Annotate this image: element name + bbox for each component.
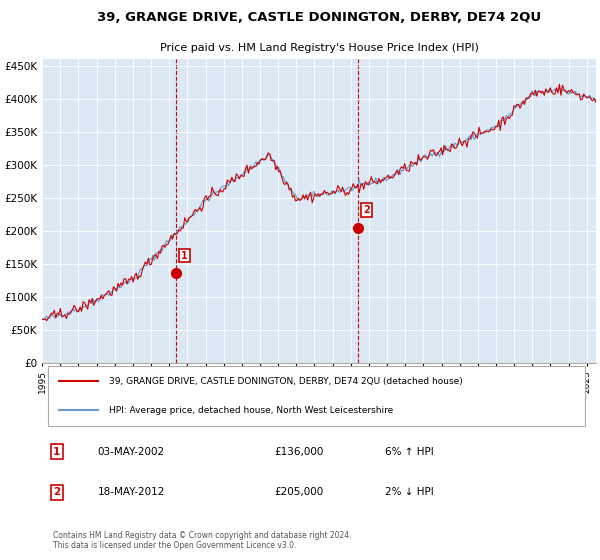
Text: 2: 2 bbox=[363, 205, 370, 215]
Text: 6% ↑ HPI: 6% ↑ HPI bbox=[385, 447, 434, 457]
Text: Contains HM Land Registry data © Crown copyright and database right 2024.
This d: Contains HM Land Registry data © Crown c… bbox=[53, 531, 352, 550]
Text: 2% ↓ HPI: 2% ↓ HPI bbox=[385, 487, 434, 497]
Text: £205,000: £205,000 bbox=[275, 487, 324, 497]
FancyBboxPatch shape bbox=[47, 366, 585, 426]
Text: 39, GRANGE DRIVE, CASTLE DONINGTON, DERBY, DE74 2QU (detached house): 39, GRANGE DRIVE, CASTLE DONINGTON, DERB… bbox=[109, 377, 463, 386]
Text: 1: 1 bbox=[53, 447, 61, 457]
Text: 39, GRANGE DRIVE, CASTLE DONINGTON, DERBY, DE74 2QU: 39, GRANGE DRIVE, CASTLE DONINGTON, DERB… bbox=[97, 11, 541, 25]
Text: 1: 1 bbox=[181, 250, 188, 260]
Text: 2: 2 bbox=[53, 487, 61, 497]
Text: Price paid vs. HM Land Registry's House Price Index (HPI): Price paid vs. HM Land Registry's House … bbox=[160, 43, 478, 53]
Text: £136,000: £136,000 bbox=[275, 447, 324, 457]
Text: 03-MAY-2002: 03-MAY-2002 bbox=[98, 447, 164, 457]
Text: 18-MAY-2012: 18-MAY-2012 bbox=[98, 487, 165, 497]
Text: HPI: Average price, detached house, North West Leicestershire: HPI: Average price, detached house, Nort… bbox=[109, 406, 393, 415]
